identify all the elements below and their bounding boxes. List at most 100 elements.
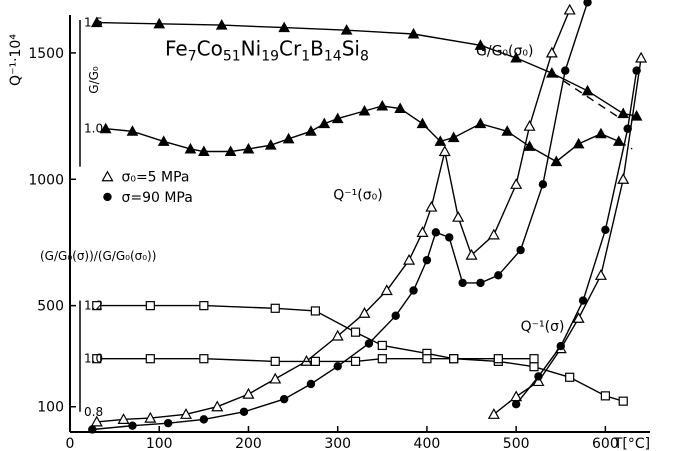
data-point: [90, 16, 103, 28]
data-point: [635, 51, 648, 63]
data-point: [572, 312, 585, 323]
data-point: [416, 226, 429, 237]
legend-entry: σ₀=5 MPa: [121, 170, 189, 186]
data-point: [545, 67, 558, 78]
data-point: [310, 356, 320, 366]
data-point: [438, 145, 451, 157]
data-point: [409, 286, 418, 295]
data-point: [128, 421, 137, 430]
x-tick-label: 0: [66, 436, 75, 451]
g-axis-tick-label: 1.0: [84, 122, 103, 136]
data-point: [476, 278, 485, 288]
series-group: [487, 51, 648, 419]
data-point: [445, 233, 454, 242]
data-point: [331, 112, 344, 124]
data-point: [224, 145, 237, 156]
legend-entry: σ=90 MPa: [121, 190, 192, 206]
series-group: [90, 16, 643, 121]
data-point: [340, 24, 353, 35]
data-point: [510, 51, 523, 63]
data-point: [331, 329, 344, 341]
data-point: [269, 372, 282, 384]
data-point: [565, 372, 575, 382]
series-group: [511, 66, 641, 409]
series-line: [493, 57, 642, 415]
data-point: [117, 413, 130, 424]
annotation: Q⁻¹(σ): [521, 319, 565, 335]
data-point: [270, 356, 280, 366]
series-line: [96, 9, 571, 423]
legend-marker: [101, 170, 114, 182]
data-point: [333, 362, 342, 371]
ratio-axis-tick-label: 0.8: [84, 405, 103, 419]
data-point: [211, 400, 224, 412]
y-tick-label: 1000: [28, 172, 64, 188]
data-point: [422, 255, 432, 265]
data-point: [617, 107, 630, 119]
data-point: [99, 122, 112, 134]
data-point: [90, 415, 103, 427]
data-point: [242, 142, 255, 154]
data-point: [92, 354, 102, 364]
data-point: [126, 125, 139, 136]
data-point: [465, 248, 478, 260]
x-tick-label: 300: [324, 436, 351, 451]
series-group: [88, 0, 592, 434]
data-point: [447, 131, 460, 143]
data-point: [394, 102, 407, 114]
data-point: [612, 135, 625, 146]
data-point: [144, 411, 157, 423]
series-group: [92, 354, 539, 366]
data-point: [377, 340, 387, 351]
y-tick-label: 500: [37, 299, 64, 315]
data-point: [279, 394, 289, 404]
data-point: [501, 125, 514, 136]
data-point: [416, 117, 429, 129]
data-point: [364, 339, 374, 348]
data-point: [534, 372, 543, 381]
data-point: [601, 225, 610, 235]
data-point: [510, 178, 523, 189]
legend-marker: [103, 192, 112, 202]
data-point: [278, 21, 291, 33]
data-point: [474, 117, 487, 129]
data-point: [422, 354, 432, 364]
data-point: [545, 46, 558, 58]
data-point: [594, 269, 607, 280]
x-tick-label: 600: [592, 436, 619, 451]
data-point: [215, 19, 228, 30]
data-point: [474, 39, 487, 50]
data-point: [358, 105, 371, 116]
data-point: [449, 354, 459, 364]
data-point: [179, 408, 193, 419]
y-tick-label: 100: [37, 400, 64, 416]
data-point: [561, 66, 570, 75]
data-point: [239, 407, 249, 416]
x-tick-label: 500: [503, 436, 530, 451]
series-line: [96, 304, 624, 402]
data-point: [583, 0, 592, 7]
data-point: [403, 253, 416, 265]
series-line: [96, 21, 637, 117]
data-point: [88, 425, 97, 434]
ratio-axis-tick-label: 1.2: [84, 299, 103, 313]
y-tick-label: 1500: [28, 46, 64, 62]
x-tick-label: 400: [414, 436, 441, 451]
data-point: [376, 99, 389, 111]
data-point: [493, 354, 503, 364]
data-point: [556, 341, 565, 351]
series-layer: [88, 0, 648, 434]
data-point: [431, 228, 441, 237]
data-point: [617, 173, 630, 184]
g-axis-tick-label: 1.5: [84, 16, 103, 30]
data-point: [306, 379, 316, 389]
data-point: [630, 110, 643, 121]
data-point: [407, 27, 420, 39]
data-point: [487, 408, 500, 419]
x-tick-label: 100: [146, 436, 173, 451]
data-point: [92, 301, 102, 311]
data-point: [494, 271, 503, 280]
data-point: [511, 400, 521, 409]
data-point: [391, 311, 400, 320]
